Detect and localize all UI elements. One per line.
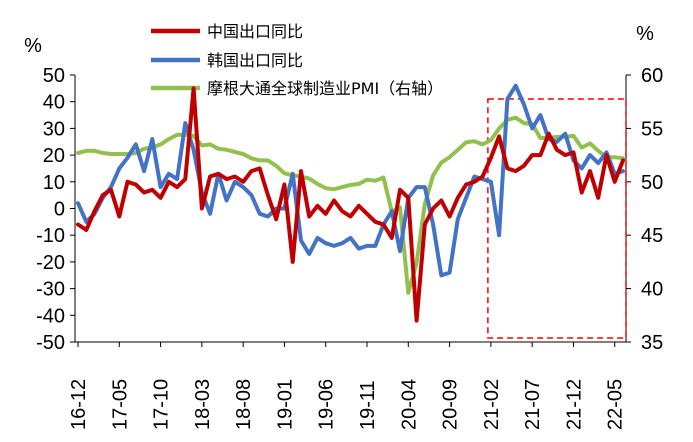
series-layer (76, 83, 625, 323)
right-tick-label: 60 (641, 65, 663, 87)
x-tick-label: 18-08 (233, 379, 255, 430)
left-tick-label: -50 (36, 332, 65, 354)
x-tick-label: 21-12 (563, 379, 585, 430)
right-tick-label: 35 (641, 332, 663, 354)
x-tick-label: 17-10 (151, 379, 173, 430)
right-tick-label: 40 (641, 279, 663, 301)
x-tick-label: 18-03 (192, 379, 214, 430)
series-line-2 (76, 115, 625, 295)
x-tick-label: 20-04 (398, 379, 420, 430)
right-tick-label: 55 (641, 118, 663, 140)
left-tick-label: 10 (43, 172, 65, 194)
x-tick-label: 21-07 (522, 379, 544, 430)
legend: 中国出口同比 韩国出口同比 摩根大通全球制造业PMI（右轴） (151, 22, 443, 98)
right-axis-unit: % (636, 23, 654, 45)
left-tick-label: -40 (36, 305, 65, 327)
left-tick-label: 0 (54, 199, 65, 221)
x-tick-label: 20-09 (440, 379, 462, 430)
left-tick-label: -20 (36, 252, 65, 274)
x-tick-label: 16-12 (68, 379, 90, 430)
x-tick-label: 19-06 (316, 379, 338, 430)
left-tick-label: 20 (43, 145, 65, 167)
x-tick-label: 22-05 (605, 379, 627, 430)
left-tick-label: 50 (43, 65, 65, 87)
series-line-0 (76, 86, 625, 323)
x-tick-label: 21-02 (481, 379, 503, 430)
highlight-box (487, 98, 627, 339)
x-tick-label: 19-01 (274, 379, 296, 430)
right-axis-ticks: 60 55 50 45 40 35 (626, 65, 663, 354)
left-axis-unit: % (24, 35, 42, 57)
left-axis-ticks: 50 40 30 20 10 0 -10 -20 -30 -40 -50 (36, 65, 75, 354)
left-tick-label: -10 (36, 225, 65, 247)
series-line-1 (76, 83, 625, 278)
legend-label-china-export: 中国出口同比 (207, 22, 303, 41)
right-tick-label: 50 (641, 172, 663, 194)
x-tick-label: 17-05 (109, 379, 131, 430)
right-tick-label: 45 (641, 225, 663, 247)
legend-label-korea-export: 韩国出口同比 (207, 51, 303, 70)
legend-label-jpm-pmi: 摩根大通全球制造业PMI（右轴） (207, 79, 443, 98)
x-axis-ticks: 16-12 17-05 17-10 18-03 18-08 19-01 19-06 19-11… (68, 342, 627, 430)
left-tick-label: -30 (36, 279, 65, 301)
x-tick-label: 19-11 (357, 380, 379, 430)
left-tick-label: 30 (43, 118, 65, 140)
left-tick-label: 40 (43, 92, 65, 114)
